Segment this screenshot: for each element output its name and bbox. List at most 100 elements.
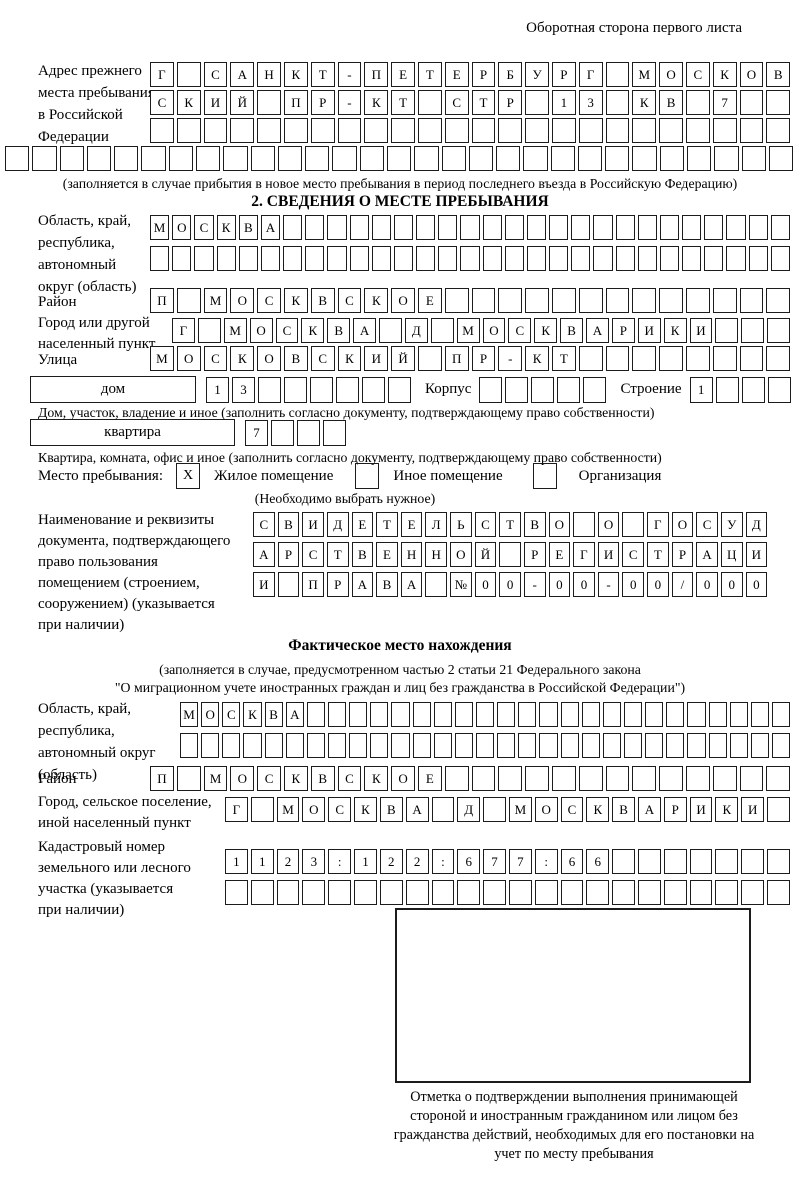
char-cell[interactable] [483, 880, 506, 905]
char-cell[interactable]: И [745, 542, 768, 567]
char-cell[interactable] [549, 215, 569, 240]
char-cell[interactable] [257, 90, 281, 115]
char-cell[interactable] [498, 118, 523, 143]
char-cell[interactable] [539, 702, 558, 727]
char-cell[interactable] [715, 318, 739, 343]
char-cell[interactable] [767, 849, 790, 874]
char-cell[interactable]: А [638, 797, 661, 822]
char-cell[interactable]: С [203, 62, 228, 87]
char-cell[interactable] [526, 246, 547, 271]
char-cell[interactable] [712, 288, 737, 313]
char-cell[interactable] [433, 702, 452, 727]
char-cell[interactable]: И [689, 797, 713, 822]
char-cell[interactable] [444, 118, 469, 143]
char-cell[interactable] [637, 246, 657, 271]
char-cell[interactable]: М [223, 318, 247, 343]
char-cell[interactable] [475, 702, 495, 727]
char-cell[interactable]: К [283, 766, 308, 791]
char-cell[interactable] [771, 702, 791, 727]
char-cell[interactable] [327, 733, 347, 758]
char-cell[interactable]: К [663, 318, 687, 343]
char-cell[interactable]: - [523, 572, 546, 597]
char-cell[interactable] [767, 376, 791, 403]
char-cell[interactable]: С [337, 288, 362, 313]
char-cell[interactable] [638, 880, 661, 905]
char-cell[interactable] [302, 880, 326, 905]
char-cell[interactable] [685, 288, 710, 313]
char-cell[interactable] [230, 118, 255, 143]
char-cell[interactable] [632, 346, 657, 371]
char-cell[interactable]: Е [444, 62, 469, 87]
char-cell[interactable]: Б [498, 62, 523, 87]
char-cell[interactable] [305, 215, 325, 240]
char-cell[interactable] [682, 246, 702, 271]
char-cell[interactable] [586, 880, 610, 905]
char-cell[interactable] [332, 146, 357, 171]
char-cell[interactable]: М [180, 702, 199, 727]
char-cell[interactable] [623, 733, 643, 758]
char-cell[interactable]: О [201, 702, 220, 727]
char-cell[interactable] [257, 118, 281, 143]
char-cell[interactable]: Е [417, 288, 442, 313]
char-cell[interactable]: - [597, 572, 620, 597]
char-cell[interactable]: Е [376, 542, 398, 567]
char-cell[interactable]: К [337, 346, 362, 371]
char-cell[interactable]: С [444, 90, 469, 115]
char-cell[interactable] [362, 376, 385, 403]
char-cell[interactable]: С [194, 215, 214, 240]
char-cell[interactable]: Р [277, 542, 300, 567]
char-cell[interactable] [549, 246, 569, 271]
char-cell[interactable]: В [379, 797, 403, 822]
char-cell[interactable]: Г [172, 318, 195, 343]
char-cell[interactable]: Т [471, 90, 496, 115]
char-cell[interactable] [203, 118, 228, 143]
char-cell[interactable] [583, 376, 607, 403]
char-cell[interactable]: А [260, 215, 281, 240]
char-cell[interactable] [685, 118, 710, 143]
char-cell[interactable] [497, 702, 516, 727]
char-cell[interactable]: 0 [499, 572, 521, 597]
char-cell[interactable] [767, 880, 790, 905]
char-cell[interactable]: 2 [405, 849, 429, 874]
char-cell[interactable] [86, 146, 112, 171]
char-cell[interactable] [195, 146, 221, 171]
char-cell[interactable] [766, 118, 791, 143]
char-cell[interactable] [687, 146, 712, 171]
char-cell[interactable] [741, 146, 766, 171]
char-cell[interactable]: Ц [720, 542, 743, 567]
char-cell[interactable]: К [364, 90, 389, 115]
char-cell[interactable] [741, 880, 765, 905]
char-cell[interactable] [750, 702, 769, 727]
char-cell[interactable] [593, 246, 613, 271]
char-cell[interactable] [659, 288, 683, 313]
char-cell[interactable]: 0 [745, 572, 768, 597]
char-cell[interactable] [438, 215, 458, 240]
char-cell[interactable] [504, 215, 524, 240]
char-cell[interactable]: А [400, 572, 423, 597]
char-cell[interactable] [560, 880, 584, 905]
char-cell[interactable]: Л [425, 512, 447, 537]
char-cell[interactable]: А [230, 62, 255, 87]
char-cell[interactable]: Н [257, 62, 281, 87]
char-cell[interactable]: О [534, 797, 558, 822]
char-cell[interactable]: О [391, 766, 415, 791]
char-cell[interactable]: 0 [622, 572, 644, 597]
char-cell[interactable] [685, 346, 710, 371]
char-cell[interactable]: С [203, 346, 228, 371]
char-cell[interactable]: Т [417, 62, 442, 87]
char-cell[interactable] [715, 849, 739, 874]
char-cell[interactable] [283, 215, 303, 240]
char-cell[interactable] [682, 215, 702, 240]
char-cell[interactable]: О [671, 512, 694, 537]
char-cell[interactable]: К [283, 62, 308, 87]
char-cell[interactable]: 7 [483, 849, 506, 874]
char-cell[interactable]: В [277, 512, 300, 537]
char-cell[interactable] [645, 733, 664, 758]
char-cell[interactable] [525, 118, 549, 143]
char-cell[interactable] [482, 215, 502, 240]
char-cell[interactable] [386, 146, 412, 171]
char-cell[interactable]: М [276, 797, 300, 822]
char-cell[interactable]: О [548, 512, 571, 537]
char-cell[interactable]: И [203, 90, 228, 115]
char-cell[interactable]: О [230, 288, 255, 313]
